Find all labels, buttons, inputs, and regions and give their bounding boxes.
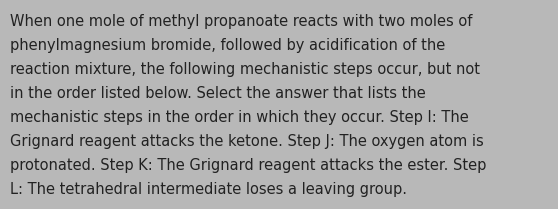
Text: mechanistic steps in the order in which they occur. Step I: The: mechanistic steps in the order in which …	[10, 110, 469, 125]
Text: phenylmagnesium bromide, followed by acidification of the: phenylmagnesium bromide, followed by aci…	[10, 38, 445, 53]
Text: When one mole of methyl propanoate reacts with two moles of: When one mole of methyl propanoate react…	[10, 14, 473, 29]
Text: protonated. Step K: The Grignard reagent attacks the ester. Step: protonated. Step K: The Grignard reagent…	[10, 158, 487, 173]
Text: Grignard reagent attacks the ketone. Step J: The oxygen atom is: Grignard reagent attacks the ketone. Ste…	[10, 134, 484, 149]
Text: reaction mixture, the following mechanistic steps occur, but not: reaction mixture, the following mechanis…	[10, 62, 480, 77]
Text: in the order listed below. Select the answer that lists the: in the order listed below. Select the an…	[10, 86, 426, 101]
Text: L: The tetrahedral intermediate loses a leaving group.: L: The tetrahedral intermediate loses a …	[10, 182, 407, 197]
